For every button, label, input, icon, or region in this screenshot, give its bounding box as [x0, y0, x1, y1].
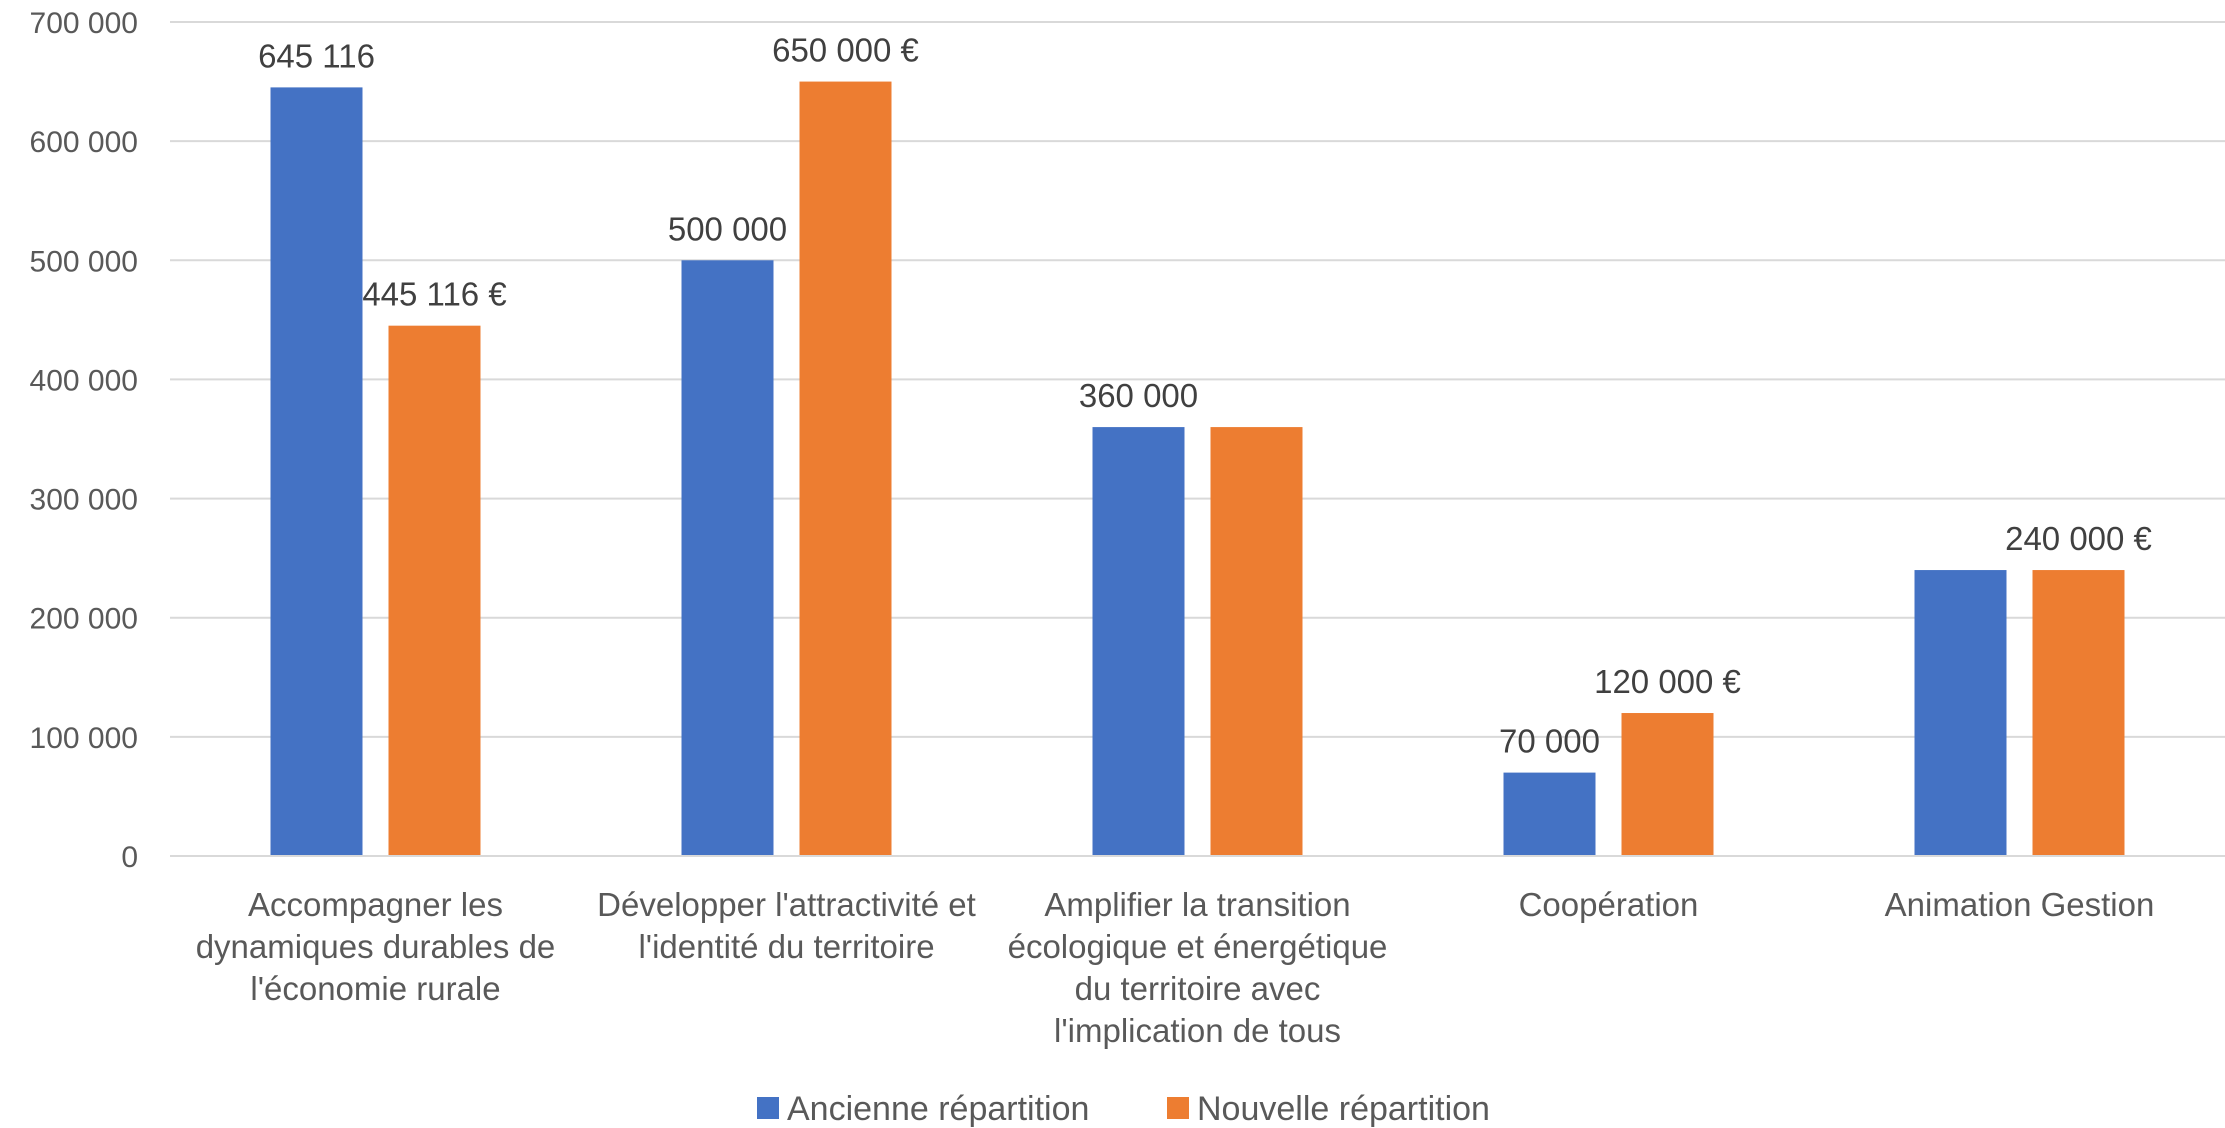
x-category-label: Développer l'attractivité et [597, 886, 976, 923]
y-tick-label: 700 000 [30, 7, 138, 40]
x-category-label: dynamiques durables de [196, 928, 556, 965]
x-category-label: Animation Gestion [1885, 886, 2155, 923]
bar-ancienne [1092, 427, 1185, 856]
x-category-label: l'économie rurale [250, 970, 500, 1007]
y-tick-label: 500 000 [30, 245, 138, 278]
bar-ancienne [681, 260, 774, 856]
x-category-label: l'implication de tous [1054, 1012, 1341, 1049]
y-tick-label: 600 000 [30, 126, 138, 159]
bar-nouvelle [2032, 570, 2125, 856]
data-label: 240 000 € [2005, 520, 2152, 557]
x-category-label: Amplifier la transition [1044, 886, 1350, 923]
data-labels: 645 116 445 116 € 500 000 650 000 € 360 000 7… [258, 32, 2152, 760]
x-category-label: Accompagner les [248, 886, 503, 923]
y-tick-label: 400 000 [30, 364, 138, 397]
data-label: 120 000 € [1594, 663, 1741, 700]
x-category-label: Coopération [1519, 886, 1699, 923]
bar-nouvelle [388, 325, 481, 856]
legend-swatch [757, 1097, 779, 1119]
data-label: 360 000 [1079, 377, 1198, 414]
data-label: 645 116 [258, 37, 375, 74]
legend: Ancienne répartition Nouvelle répartition [757, 1090, 1490, 1128]
bar-nouvelle [1621, 713, 1714, 856]
y-axis-ticks: 0 100 000 200 000 300 000 400 000 500 000 600 … [30, 7, 138, 874]
y-tick-label: 0 [121, 841, 138, 874]
x-category-label: l'identité du territoire [638, 928, 934, 965]
data-label: 445 116 € [362, 276, 506, 313]
legend-label: Ancienne répartition [787, 1090, 1089, 1128]
x-axis-category-labels: Accompagner les dynamiques durables de l'é… [196, 886, 2155, 1049]
data-label: 650 000 € [772, 32, 919, 69]
bars [270, 81, 2125, 857]
bar-ancienne [1914, 570, 2007, 856]
bar-ancienne [1503, 772, 1596, 856]
x-category-label: du territoire avec [1075, 970, 1321, 1007]
y-tick-label: 300 000 [30, 484, 138, 517]
y-tick-label: 200 000 [30, 603, 138, 636]
legend-label: Nouvelle répartition [1197, 1090, 1490, 1128]
data-label: 70 000 [1499, 723, 1600, 760]
data-label: 500 000 [668, 210, 787, 247]
bar-ancienne [270, 87, 363, 856]
x-category-label: écologique et énergétique [1008, 928, 1388, 965]
gridlines [170, 21, 2225, 738]
y-tick-label: 100 000 [30, 722, 138, 755]
legend-swatch [1167, 1097, 1189, 1119]
bar-nouvelle [1210, 427, 1303, 856]
bar-nouvelle [799, 81, 892, 857]
